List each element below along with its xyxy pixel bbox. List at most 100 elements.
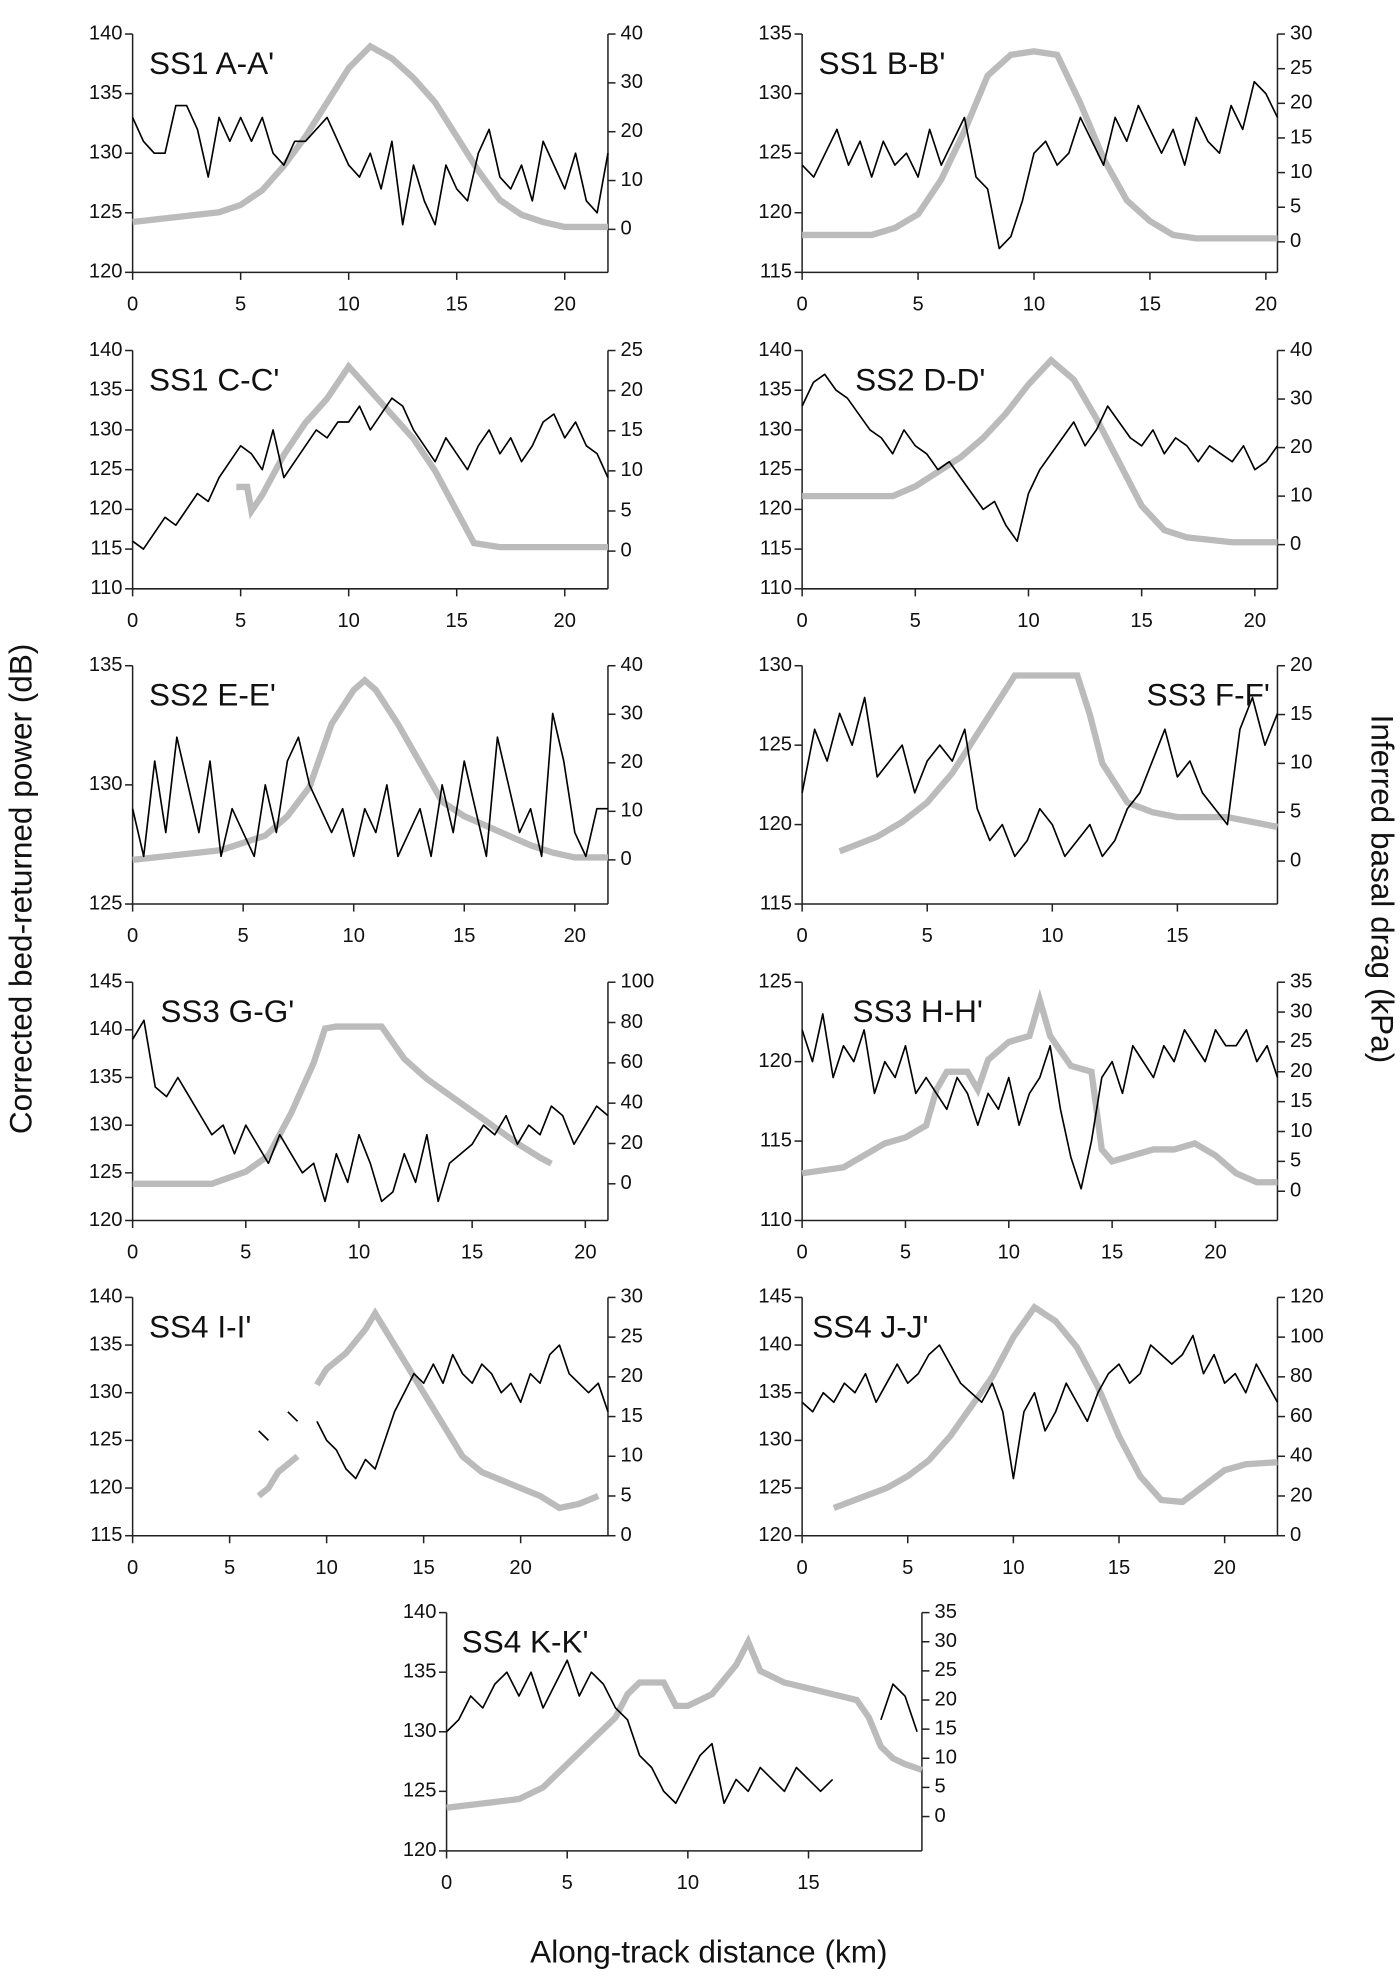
y-tick-label: 125 [403,1780,437,1802]
x-tick-label: 15 [412,1557,434,1579]
y-tick-label: 140 [89,339,123,361]
power-line [132,397,609,550]
y2-tick-label: 5 [621,1484,632,1506]
x-tick-label: 0 [797,925,808,947]
x-tick-label: 5 [912,293,923,315]
x-tick-label: 15 [797,1872,819,1894]
y2-tick-label: 20 [1290,1484,1312,1506]
y-tick-label: 140 [758,1333,792,1355]
y2-tick-label: 20 [621,379,643,401]
panel-title: SS1 B-B' [819,45,946,81]
x-tick-label: 20 [1244,610,1266,632]
y-tick-label: 125 [758,971,792,993]
y2-tick-label: 30 [1290,1000,1312,1022]
y-tick-label: 125 [758,458,792,480]
y2-axis-label: Inferred basal drag (kPa) [1364,715,1400,1064]
x-tick-label: 10 [337,293,359,315]
x-tick-label: 20 [574,1242,596,1264]
y-tick-label: 130 [89,418,123,440]
power-line [801,696,1279,858]
drag-line [446,1634,923,1811]
panel-title: SS1 C-C' [149,361,279,397]
y2-tick-label: 0 [935,1805,946,1827]
x-tick-label: 5 [224,1557,235,1579]
drag-line [832,1303,1278,1511]
y-tick-label: 125 [758,1476,792,1498]
y2-tick-label: 120 [1290,1286,1324,1308]
x-tick-label: 5 [902,1557,913,1579]
y2-tick-label: 10 [1290,161,1312,183]
y2-tick-label: 10 [1290,1120,1312,1142]
x-tick-label: 5 [900,1242,911,1264]
y2-tick-label: 5 [1290,801,1301,823]
y-tick-label: 130 [403,1720,437,1742]
y-tick-label: 130 [89,1114,123,1136]
panel-title: SS2 E-E' [149,677,276,713]
y2-tick-label: 25 [621,1325,643,1347]
x-axis-label: Along-track distance (km) [530,1934,887,1970]
drag-line [838,672,1279,855]
x-tick-label: 20 [554,293,576,315]
y-tick-label: 120 [758,1524,792,1546]
y-tick-label: 130 [89,1381,123,1403]
panel-title: SS2 D-D' [855,361,985,397]
panel-title: SS4 J-J' [812,1308,928,1344]
x-tick-label: 20 [1213,1557,1235,1579]
y2-tick-label: 20 [621,1132,643,1154]
y-tick-label: 130 [758,82,792,104]
x-tick-label: 20 [564,925,586,947]
y2-tick-label: 100 [1290,1325,1324,1347]
y2-tick-label: 15 [1290,126,1312,148]
y2-tick-label: 30 [935,1630,957,1652]
y2-tick-label: 0 [621,1524,632,1546]
x-tick-label: 0 [127,1557,138,1579]
y-tick-label: 115 [90,1524,122,1546]
y2-tick-label: 20 [621,120,643,142]
y2-tick-label: 0 [621,1172,632,1194]
y-tick-label: 140 [89,1286,123,1308]
y-tick-label: 120 [89,1476,123,1498]
x-tick-label: 20 [554,610,576,632]
y-tick-label: 145 [758,1286,792,1308]
y-tick-label: 125 [89,458,123,480]
x-tick-label: 15 [453,925,475,947]
y-tick-label: 125 [89,1429,123,1451]
x-tick-label: 15 [461,1242,483,1264]
y2-tick-label: 30 [1290,22,1312,44]
panel-title: SS3 H-H' [853,993,983,1029]
y-tick-label: 135 [89,654,123,676]
x-tick-label: 10 [677,1872,699,1894]
panel-title: SS3 G-G' [160,993,294,1029]
y2-tick-label: 20 [1290,1060,1312,1082]
x-tick-label: 0 [127,610,138,632]
power-line [801,1013,1279,1190]
y2-tick-label: 0 [621,539,632,561]
y2-tick-label: 60 [1290,1405,1312,1427]
y-tick-label: 125 [758,142,792,164]
x-tick-label: 5 [910,610,921,632]
y2-tick-label: 40 [1290,339,1312,361]
y-tick-label: 135 [89,1333,123,1355]
y2-tick-label: 30 [621,703,643,725]
x-tick-label: 0 [797,610,808,632]
y-tick-label: 135 [89,379,123,401]
x-tick-label: 10 [315,1557,337,1579]
x-tick-label: 15 [1166,925,1188,947]
panel-title: SS4 K-K' [462,1623,589,1659]
y2-tick-label: 15 [1290,703,1312,725]
y-tick-label: 115 [90,537,122,559]
drag-line [236,361,608,551]
power-line [131,712,608,858]
y2-tick-label: 25 [621,339,643,361]
power-line [445,1659,918,1805]
y2-tick-label: 10 [621,800,643,822]
y-tick-label: 135 [89,82,123,104]
y-tick-label: 120 [758,498,792,520]
x-tick-label: 0 [127,1242,138,1264]
y2-tick-label: 40 [621,654,643,676]
y-tick-label: 115 [760,261,792,283]
y-tick-label: 110 [760,1209,792,1231]
y2-tick-label: 25 [935,1659,957,1681]
